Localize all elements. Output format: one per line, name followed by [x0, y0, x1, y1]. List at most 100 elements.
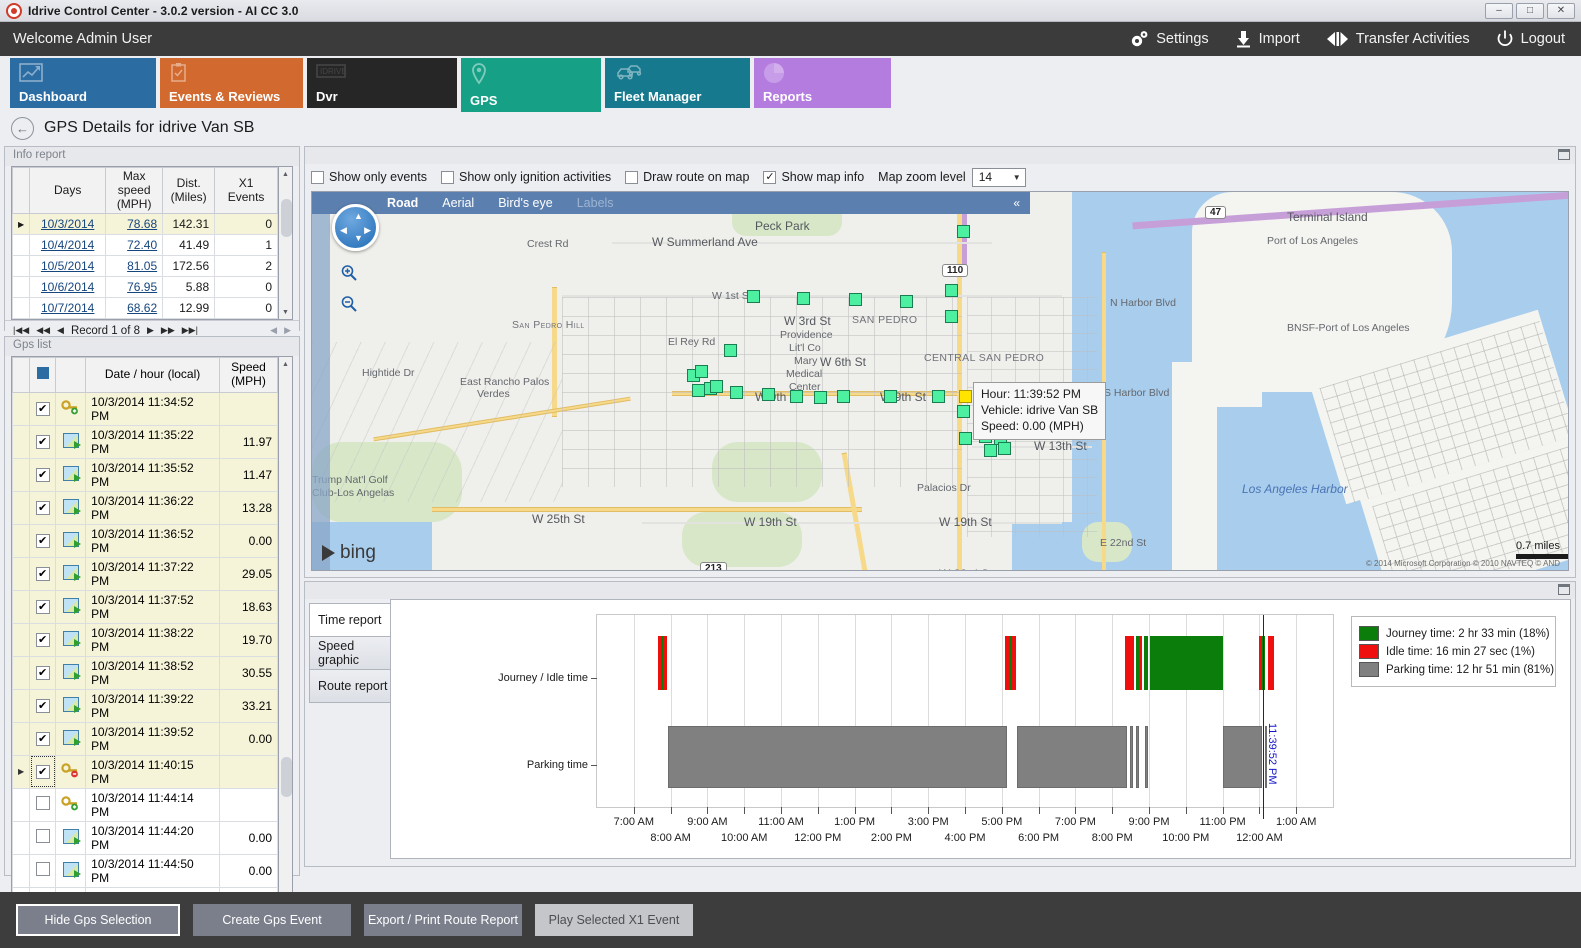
row-checkbox-cell[interactable]: ✔ — [29, 688, 57, 723]
show-only-events-option[interactable]: Show only events — [311, 170, 427, 184]
map-pan-control[interactable]: ▲ ▼ ◀ ▶ — [332, 204, 379, 251]
row-checkbox-cell[interactable]: ✔ — [29, 556, 57, 591]
map-mode-labels[interactable]: Labels — [576, 196, 614, 210]
list-item[interactable]: ✔ 10/3/2014 11:39:22 PM 33.21 — [11, 688, 278, 723]
play-selected-x1-event-button[interactable]: Play Selected X1 Event — [535, 904, 693, 936]
row-checkbox-cell[interactable]: ✔ — [29, 721, 57, 756]
map-gps-marker[interactable] — [957, 405, 970, 418]
map-gps-marker[interactable] — [998, 442, 1011, 455]
row-checkbox[interactable]: ✔ — [35, 534, 50, 549]
map-gps-marker[interactable] — [959, 432, 972, 445]
cell-day[interactable]: 10/3/2014 — [29, 213, 107, 236]
scroll-down-icon[interactable]: ▼ — [279, 305, 292, 320]
map-zoom-out-icon[interactable] — [338, 293, 360, 315]
map-zoom-level-select[interactable]: 14 ▼ — [971, 167, 1026, 187]
gps-scroll-thumb[interactable] — [281, 757, 292, 797]
pan-left-icon[interactable]: ◀ — [340, 225, 347, 235]
list-item[interactable]: ✔ 10/3/2014 11:36:52 PM 0.00 — [11, 523, 278, 558]
minimize-icon[interactable]: – — [1485, 2, 1513, 19]
map-gps-marker[interactable] — [730, 386, 743, 399]
map-gps-marker[interactable] — [900, 295, 913, 308]
close-icon[interactable]: ✕ — [1547, 2, 1575, 19]
cell-day[interactable]: 10/7/2014 — [29, 297, 107, 320]
table-row[interactable]: ▶ 10/3/2014 78.68 142.31 0 — [11, 213, 278, 236]
col-select-all[interactable] — [29, 357, 57, 393]
list-item[interactable]: ▶ ✔ 10/3/2014 11:40:15 PM — [11, 754, 278, 789]
row-checkbox-cell[interactable] — [29, 820, 57, 855]
map-gps-marker[interactable] — [762, 388, 775, 401]
table-row[interactable]: 10/6/2014 76.95 5.88 0 — [11, 276, 278, 299]
row-checkbox-cell[interactable]: ✔ — [29, 589, 57, 624]
time-report-chart[interactable]: Journey / Idle time Parking time 11:39:5… — [390, 599, 1571, 859]
list-item[interactable]: ✔ 10/3/2014 11:38:22 PM 19.70 — [11, 622, 278, 657]
map-gps-marker[interactable] — [814, 391, 827, 404]
map-gps-marker[interactable] — [790, 390, 803, 403]
scroll-up-icon[interactable]: ▲ — [279, 167, 292, 181]
row-checkbox-cell[interactable] — [29, 853, 57, 888]
hnav-left-icon[interactable]: ◀ — [270, 325, 278, 336]
settings-menu-item[interactable]: Settings — [1129, 30, 1209, 48]
list-item[interactable]: ✔ 10/3/2014 11:39:52 PM 0.00 — [11, 721, 278, 756]
draw-route-checkbox[interactable] — [625, 170, 639, 184]
map-zoom-in-icon[interactable] — [338, 262, 360, 284]
row-checkbox-cell[interactable]: ✔ — [29, 754, 57, 789]
cell-day[interactable]: 10/6/2014 — [29, 276, 107, 299]
show-only-ignition-checkbox[interactable] — [440, 170, 454, 184]
map-gps-marker[interactable] — [724, 344, 737, 357]
row-checkbox[interactable] — [35, 796, 50, 811]
nav-next-page-icon[interactable]: ▶▶ — [160, 325, 175, 336]
show-map-info-option[interactable]: ✓ Show map info — [763, 170, 864, 184]
gps-list-scrollbar[interactable]: ▲ ▼ — [278, 356, 293, 948]
create-gps-event-button[interactable]: Create Gps Event — [193, 904, 351, 936]
nav-tile-dashboard[interactable]: Dashboard — [10, 58, 156, 108]
row-checkbox[interactable]: ✔ — [35, 567, 50, 582]
list-item[interactable]: ✔ 10/3/2014 11:37:52 PM 18.63 — [11, 589, 278, 624]
row-checkbox-cell[interactable]: ✔ — [29, 391, 57, 426]
list-item[interactable]: 10/3/2014 11:44:50 PM 0.00 — [11, 853, 278, 888]
pan-up-icon[interactable]: ▲ — [354, 211, 363, 221]
row-checkbox-cell[interactable]: ✔ — [29, 655, 57, 690]
map-gps-marker[interactable] — [695, 365, 708, 378]
list-item[interactable]: ✔ 10/3/2014 11:38:52 PM 30.55 — [11, 655, 278, 690]
cell-day[interactable]: 10/5/2014 — [29, 255, 107, 278]
info-report-scrollbar[interactable]: ▲ ▼ — [278, 166, 293, 321]
map-collapse-icon[interactable]: « — [1013, 196, 1020, 210]
map-restore-icon[interactable] — [1558, 149, 1570, 160]
row-checkbox[interactable]: ✔ — [35, 435, 50, 450]
nav-prev-icon[interactable]: ◀ — [57, 325, 64, 336]
export-print-route-report-button[interactable]: Export / Print Route Report — [364, 904, 522, 936]
show-only-events-checkbox[interactable] — [311, 170, 324, 184]
hide-gps-selection-button[interactable]: Hide Gps Selection — [16, 904, 180, 936]
nav-prev-page-icon[interactable]: ◀◀ — [36, 325, 51, 336]
table-row[interactable]: 10/7/2014 68.62 12.99 0 — [11, 297, 278, 320]
cell-max-speed[interactable]: 68.62 — [105, 297, 164, 320]
list-item[interactable]: ✔ 10/3/2014 11:36:22 PM 13.28 — [11, 490, 278, 525]
row-checkbox[interactable]: ✔ — [35, 732, 50, 747]
map-gps-marker[interactable] — [747, 290, 760, 303]
row-checkbox[interactable] — [35, 862, 50, 877]
pan-down-icon[interactable]: ▼ — [354, 233, 363, 243]
pan-right-icon[interactable]: ▶ — [364, 225, 371, 235]
row-checkbox[interactable]: ✔ — [35, 765, 50, 780]
nav-tile-events-reviews[interactable]: Events & Reviews — [160, 58, 303, 108]
row-checkbox-cell[interactable]: ✔ — [29, 424, 57, 459]
row-checkbox[interactable]: ✔ — [35, 666, 50, 681]
maximize-icon[interactable]: □ — [1516, 2, 1544, 19]
cell-day[interactable]: 10/4/2014 — [29, 234, 107, 257]
scroll-thumb[interactable] — [281, 199, 292, 237]
map-gps-marker[interactable] — [932, 390, 945, 403]
map-mode-birdseye[interactable]: Bird's eye — [498, 196, 553, 210]
map-gps-marker[interactable] — [884, 390, 897, 403]
row-checkbox[interactable]: ✔ — [35, 468, 50, 483]
show-only-ignition-option[interactable]: Show only ignition activities — [440, 170, 611, 184]
map-mode-aerial[interactable]: Aerial — [442, 196, 475, 210]
cell-max-speed[interactable]: 81.05 — [105, 255, 164, 278]
map-gps-marker[interactable] — [984, 444, 997, 457]
nav-tile-dvr[interactable]: IDRIVE Dvr — [307, 58, 457, 108]
row-checkbox[interactable]: ✔ — [35, 600, 50, 615]
map-gps-marker[interactable] — [797, 292, 810, 305]
cell-max-speed[interactable]: 76.95 — [105, 276, 164, 299]
list-item[interactable]: 10/3/2014 11:44:14 PM — [11, 787, 278, 822]
nav-tile-fleet-manager[interactable]: Fleet Manager — [605, 58, 750, 108]
row-checkbox-cell[interactable]: ✔ — [29, 457, 57, 492]
